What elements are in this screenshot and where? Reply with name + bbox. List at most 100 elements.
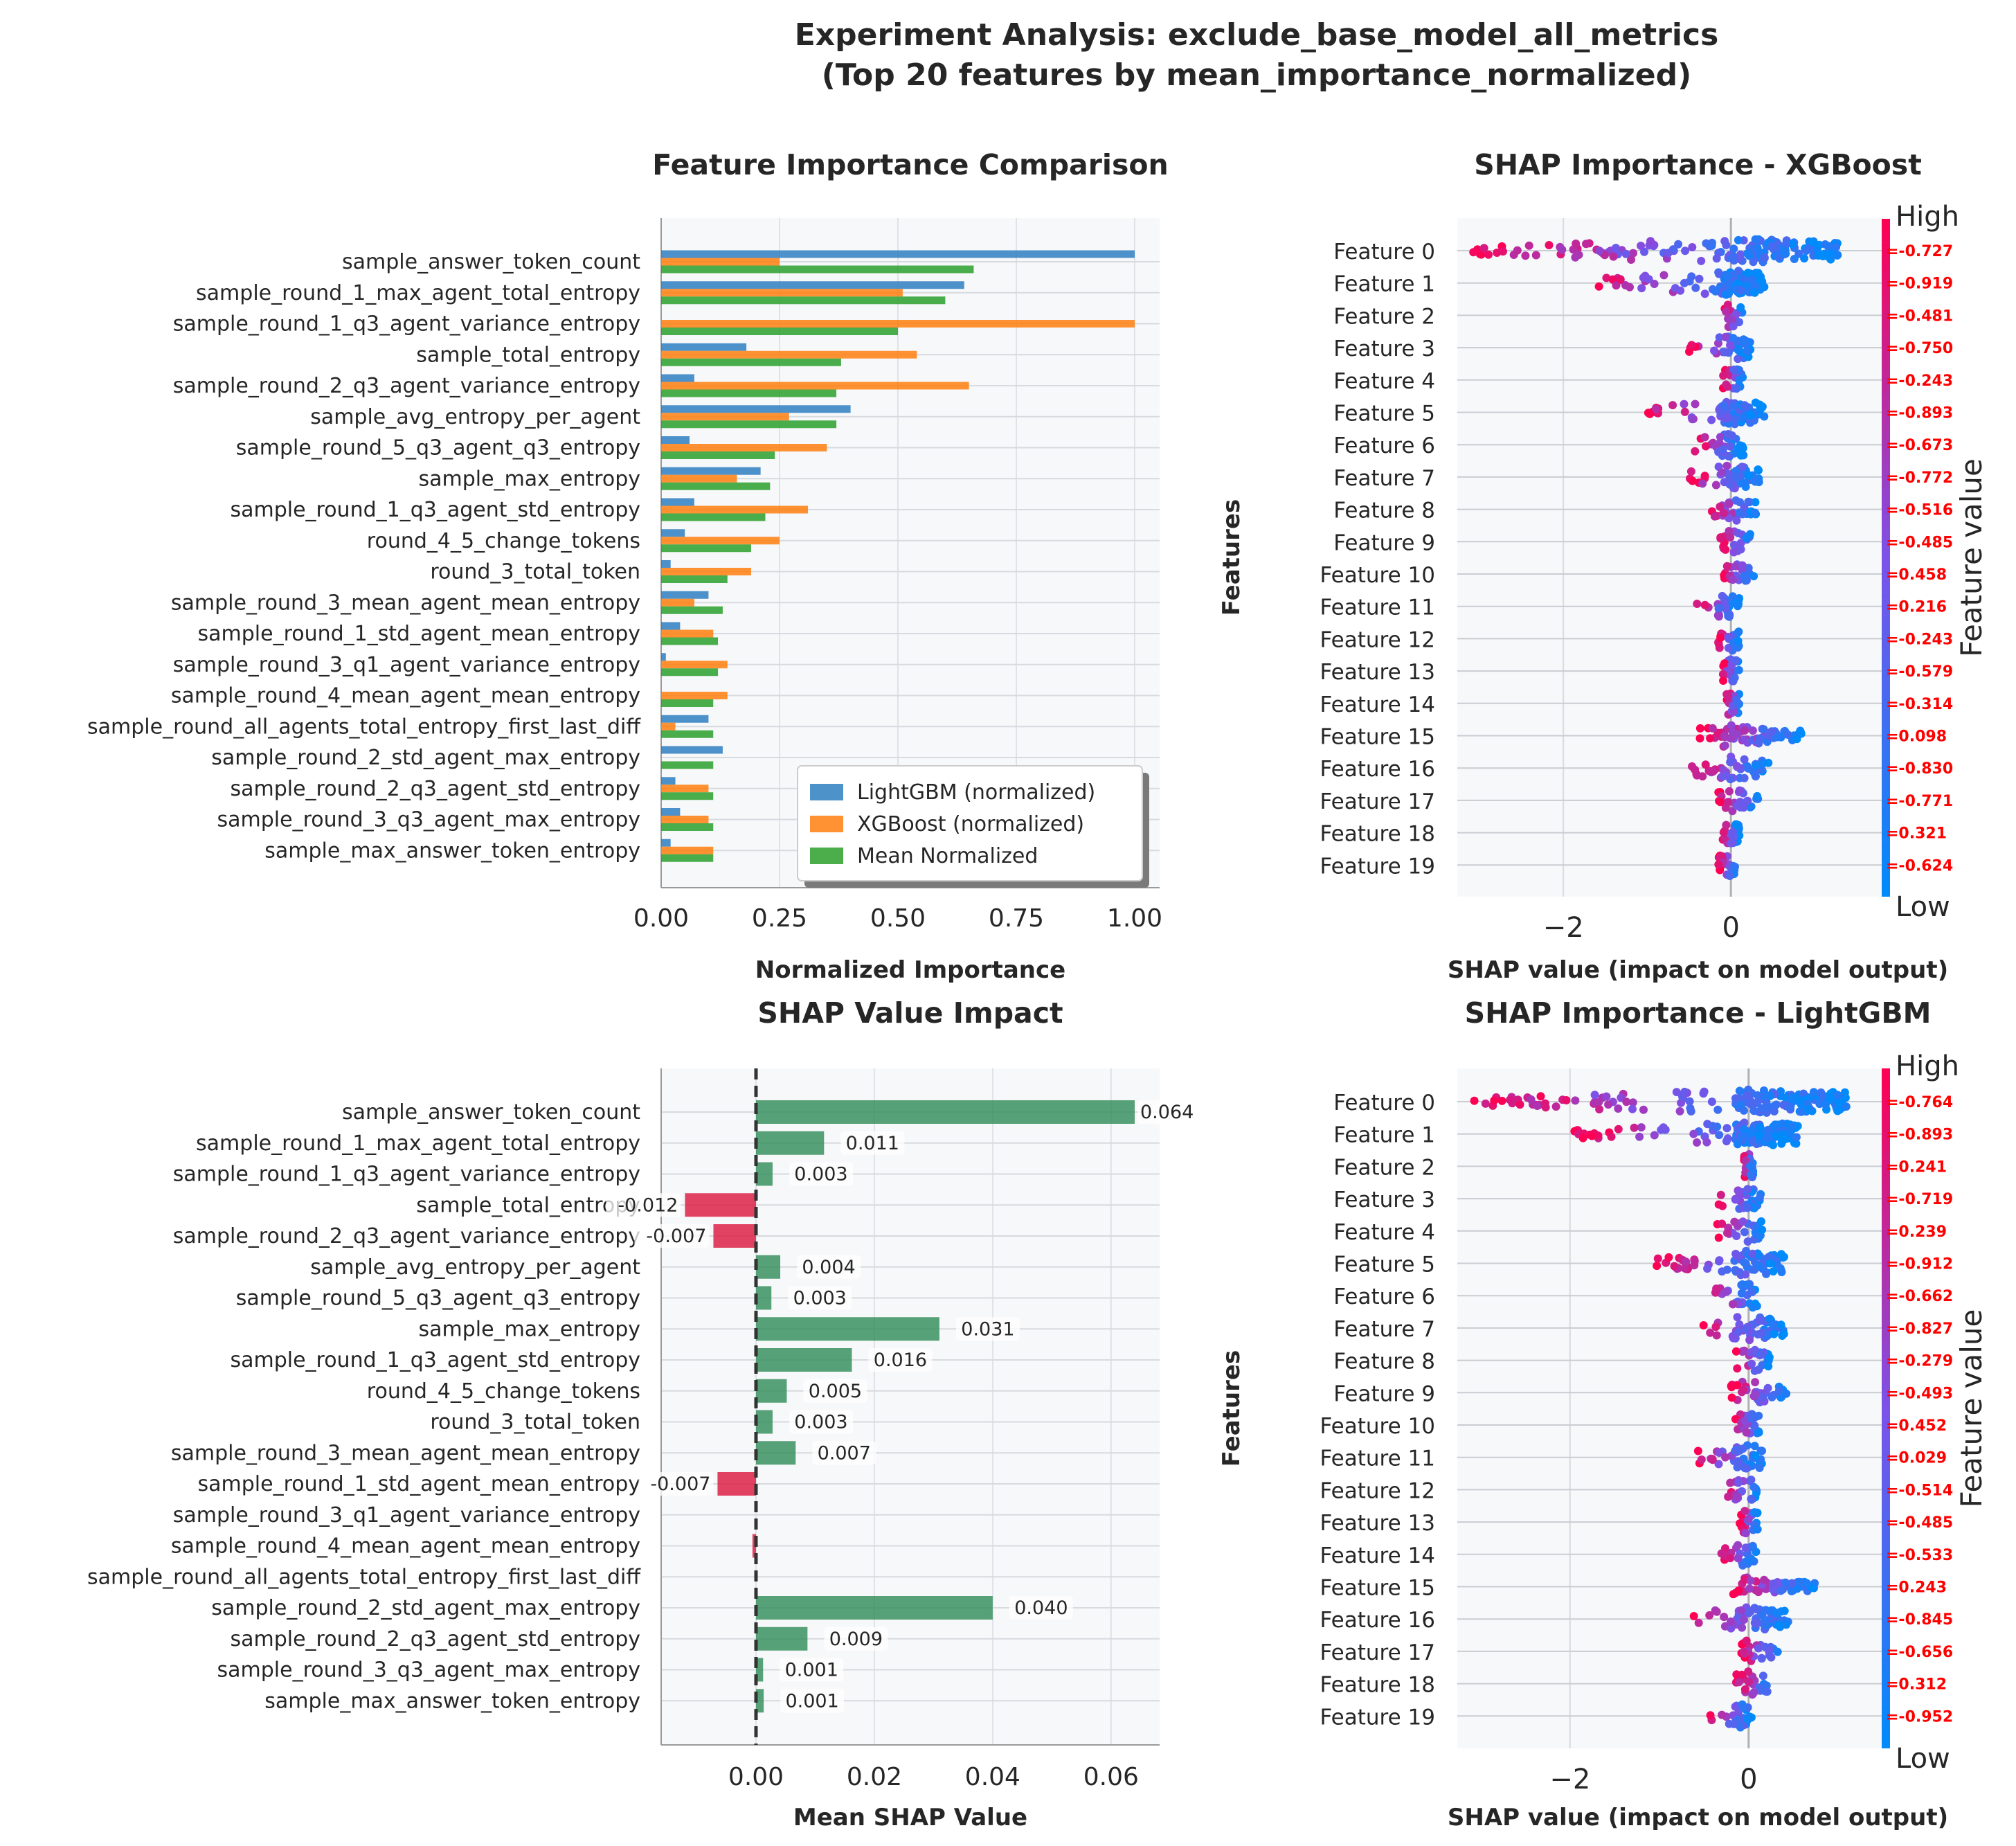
shap-point-feature-0 <box>1735 1086 1744 1095</box>
bar-11 <box>756 1441 796 1465</box>
shap-point-feature-1 <box>1650 280 1659 288</box>
shap-point-feature-0 <box>1833 1091 1842 1100</box>
shap-point-feature-12 <box>1734 1478 1743 1487</box>
shap-point-feature-1 <box>1722 1124 1731 1133</box>
y-tick-label-9: round_4_5_change_tokens <box>367 1379 640 1404</box>
shap-point-feature-10 <box>1728 575 1737 584</box>
annotation-13: =-0.485 <box>1886 1514 1953 1532</box>
shap-point-feature-9 <box>1721 545 1730 554</box>
shap-point-feature-18 <box>1732 820 1741 829</box>
shap-point-feature-7 <box>1751 477 1760 486</box>
shap-point-feature-0 <box>1470 1096 1479 1105</box>
shap-point-feature-16 <box>1689 1612 1698 1620</box>
shap-point-feature-15 <box>1776 1586 1785 1595</box>
shap-point-feature-12 <box>1749 1482 1758 1491</box>
shap-point-feature-6 <box>1737 1289 1746 1298</box>
shap-point-feature-0 <box>1541 1103 1550 1112</box>
x-tick-label-1: 0 <box>1740 1764 1757 1795</box>
shap-point-feature-11 <box>1721 1453 1730 1462</box>
value-label-bg-18 <box>780 1658 844 1682</box>
suptitle-line-2: (Top 20 features by mean_importance_norm… <box>821 57 1692 93</box>
shap-point-feature-12 <box>1747 1494 1756 1503</box>
shap-point-feature-9 <box>1758 1392 1767 1401</box>
bar-mean-normalized-7 <box>661 482 771 490</box>
shap-point-feature-1 <box>1693 1138 1701 1147</box>
shap-point-feature-18 <box>1755 1683 1764 1692</box>
feature-label-5: Feature 5 <box>1333 402 1435 427</box>
y-tick-label-6: sample_round_5_q3_agent_q3_entropy <box>236 436 640 460</box>
bar-xgboost-normalized-13 <box>661 661 728 669</box>
x-tick-label-2: 0.50 <box>870 904 926 933</box>
shap-point-feature-4 <box>1743 1237 1752 1246</box>
x-axis-label: SHAP value (impact on model output) <box>1448 956 1948 984</box>
annotation-2: =-0.481 <box>1886 307 1953 325</box>
shap-point-feature-16 <box>1705 1611 1714 1620</box>
bar-8 <box>756 1348 852 1372</box>
shap-point-feature-7 <box>1735 1320 1744 1329</box>
shap-point-feature-5 <box>1688 415 1697 424</box>
shap-point-feature-0 <box>1515 1100 1524 1109</box>
shap-point-feature-16 <box>1709 767 1718 776</box>
shap-point-feature-16 <box>1694 1618 1703 1627</box>
shap-point-feature-0 <box>1621 249 1630 258</box>
shap-point-feature-1 <box>1792 1133 1801 1142</box>
shap-point-feature-0 <box>1479 244 1488 253</box>
shap-point-feature-3 <box>1726 341 1734 350</box>
shap-point-feature-7 <box>1688 476 1697 485</box>
shap-point-feature-0 <box>1713 1105 1722 1114</box>
shap-point-feature-15 <box>1720 733 1729 742</box>
value-label-3: -0.012 <box>618 1194 678 1216</box>
shap-point-feature-15 <box>1754 1587 1763 1596</box>
shap-point-feature-14 <box>1741 1543 1750 1552</box>
feature-label-15: Feature 15 <box>1320 1576 1435 1601</box>
value-label-bg-12 <box>638 1472 714 1496</box>
shap-point-feature-14 <box>1747 1555 1756 1564</box>
shap-point-feature-1 <box>1737 1132 1745 1141</box>
shap-point-feature-6 <box>1702 442 1710 451</box>
shap-point-feature-8 <box>1750 1366 1759 1375</box>
annotation-11: =0.216 <box>1886 599 1947 616</box>
value-label-9: 0.005 <box>809 1381 862 1402</box>
bar-xgboost-normalized-3 <box>661 350 917 359</box>
shap-point-feature-0 <box>1497 1096 1506 1105</box>
shap-point-feature-6 <box>1724 430 1733 438</box>
shap-point-feature-13 <box>1718 670 1727 679</box>
bar-lightgbm-normalized-3 <box>661 343 747 351</box>
shap-point-feature-3 <box>1729 334 1738 343</box>
shap-point-feature-5 <box>1646 409 1655 418</box>
shap-importance-xgboost-chart: −2 0 Feature 0 Feature 1 Feature 2 Feature 3 F… <box>1218 148 1988 984</box>
shap-point-feature-5 <box>1760 412 1769 421</box>
annotation-17: =-0.771 <box>1886 793 1953 810</box>
shap-point-feature-11 <box>1755 1464 1764 1472</box>
shap-point-feature-0 <box>1558 245 1567 254</box>
value-label-7: 0.031 <box>961 1318 1014 1340</box>
shap-point-feature-10 <box>1747 1414 1756 1423</box>
shap-point-feature-7 <box>1706 1328 1715 1337</box>
shap-point-feature-15 <box>1706 734 1715 743</box>
shap-point-feature-11 <box>1725 612 1734 621</box>
shap-point-feature-10 <box>1731 562 1740 571</box>
value-label-18: 0.001 <box>785 1660 838 1681</box>
bar-xgboost-normalized-14 <box>661 692 728 699</box>
shap-point-feature-7 <box>1722 461 1731 470</box>
shap-point-feature-1 <box>1736 286 1745 295</box>
shap-point-feature-1 <box>1743 269 1752 277</box>
shap-point-feature-18 <box>1722 821 1731 830</box>
shap-point-feature-18 <box>1763 1687 1772 1696</box>
shap-point-feature-16 <box>1726 758 1735 767</box>
shap-point-feature-18 <box>1738 1670 1746 1679</box>
annotation-8: =-0.279 <box>1886 1353 1953 1370</box>
bar-17 <box>756 1627 808 1651</box>
shap-point-feature-16 <box>1752 1619 1761 1628</box>
annotation-3: =-0.750 <box>1886 340 1953 357</box>
shap-point-feature-1 <box>1756 276 1765 285</box>
shap-point-feature-9 <box>1730 540 1738 549</box>
x-axis-label: SHAP value (impact on model output) <box>1448 1804 1948 1831</box>
value-label-bg-1 <box>840 1131 905 1155</box>
shap-point-feature-1 <box>1750 288 1759 297</box>
shap-point-feature-19 <box>1706 1711 1715 1720</box>
bar-lightgbm-normalized-1 <box>661 281 964 289</box>
annotation-17: =-0.656 <box>1886 1644 1953 1661</box>
shap-point-feature-8 <box>1733 1364 1742 1373</box>
feature-label-4: Feature 4 <box>1333 1220 1435 1245</box>
